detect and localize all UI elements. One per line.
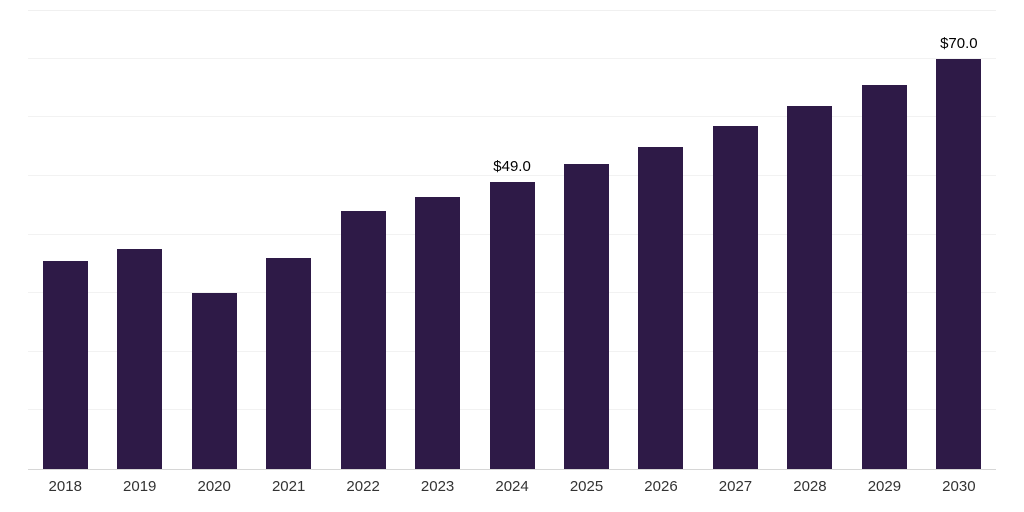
bar-value-label: $70.0 [940, 34, 978, 52]
bar-2030 [936, 58, 982, 469]
x-axis-labels: 2018 2019 2020 2021 2022 2023 2024 2025 2026 2027… [28, 478, 996, 495]
bar-2020 [191, 293, 237, 469]
bar-slot [28, 11, 102, 469]
x-axis-label: 2029 [867, 478, 902, 495]
bar-value-label: $49.0 [493, 157, 531, 175]
x-axis-label: 2026 [644, 478, 678, 495]
bar-slot [102, 11, 176, 469]
bar-2027 [712, 126, 758, 469]
bar-2022 [340, 211, 386, 469]
x-axis-label: 2018 [48, 478, 82, 495]
x-axis-label: 2030 [942, 478, 976, 495]
gridline [28, 116, 996, 118]
bar-slot [251, 11, 325, 469]
bar-2019 [117, 249, 163, 469]
bar-slot [326, 11, 400, 469]
bar-slot [400, 11, 474, 469]
bar-2021 [266, 258, 312, 469]
x-axis-label: 2027 [718, 478, 753, 495]
x-axis-label: 2024 [495, 478, 529, 495]
x-axis-label: 2020 [197, 478, 231, 495]
bar-2023 [415, 196, 461, 469]
bar-2029 [861, 85, 907, 469]
x-axis-label: 2028 [793, 478, 827, 495]
x-axis-label: 2025 [569, 478, 604, 495]
bar-2018 [42, 260, 88, 469]
x-axis-label: 2019 [123, 478, 157, 495]
bar-2028 [787, 105, 833, 469]
bars-row: $49.0 $70.0 [28, 11, 996, 469]
bar-slot [847, 11, 921, 469]
plot-area: $49.0 $70.0 [28, 10, 996, 470]
x-axis-label: 2021 [271, 478, 306, 495]
bar-2026 [638, 146, 684, 469]
x-axis-label: 2022 [346, 478, 380, 495]
bar-slot: $49.0 [475, 11, 549, 469]
bar-slot [549, 11, 623, 469]
gridline [28, 57, 996, 59]
bar-2025 [564, 164, 610, 469]
bar-slot [624, 11, 698, 469]
bar-slot [177, 11, 251, 469]
bar-slot: $70.0 [922, 11, 996, 469]
gridline [28, 175, 996, 177]
bar-slot [773, 11, 847, 469]
x-axis-label: 2023 [420, 478, 455, 495]
bar-slot [698, 11, 772, 469]
bar-2024 [489, 181, 535, 469]
